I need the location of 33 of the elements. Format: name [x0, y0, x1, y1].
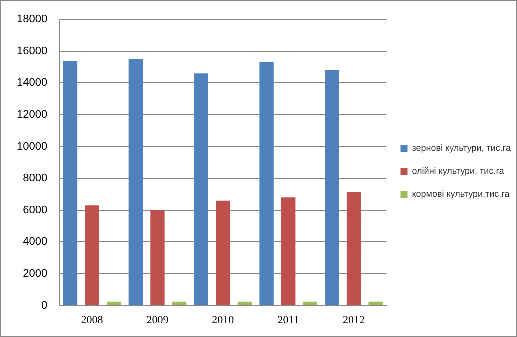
x-tick-label: 2011: [278, 314, 300, 326]
x-tick-label: 2009: [146, 314, 170, 326]
bar: [85, 206, 100, 306]
y-tick-label: 2000: [23, 268, 48, 280]
bar: [238, 302, 252, 306]
bar: [368, 302, 383, 306]
bar: [325, 70, 340, 306]
x-tick-label: 2010: [212, 314, 235, 326]
bar: [172, 302, 187, 306]
y-tick-label: 0: [41, 300, 48, 312]
x-tick-label: 2008: [81, 314, 104, 326]
bar: [346, 192, 362, 306]
y-tick-label: 14000: [16, 77, 48, 90]
bar: [107, 302, 122, 306]
bar: [216, 200, 230, 306]
y-tick-label: 18000: [16, 14, 48, 26]
bar: [194, 74, 208, 306]
y-tick-label: 4000: [23, 236, 48, 248]
y-tick-label: 16000: [16, 45, 48, 58]
bar: [63, 60, 78, 306]
legend-label: зернові культури, тис.га: [412, 142, 512, 153]
y-tick-label: 10000: [16, 140, 48, 153]
bar: [282, 198, 296, 306]
legend-label: олійні культури, тис.га: [412, 166, 504, 176]
legend-label: кормові культури,тис.га: [412, 188, 510, 199]
y-tick-label: 8000: [23, 172, 48, 185]
y-tick-label: 12000: [16, 109, 48, 122]
bar: [303, 302, 318, 306]
y-tick-label: 6000: [23, 204, 48, 216]
bar: [260, 62, 274, 306]
bar: [150, 210, 165, 306]
bar: [128, 59, 144, 306]
x-tick-label: 2012: [343, 314, 366, 326]
